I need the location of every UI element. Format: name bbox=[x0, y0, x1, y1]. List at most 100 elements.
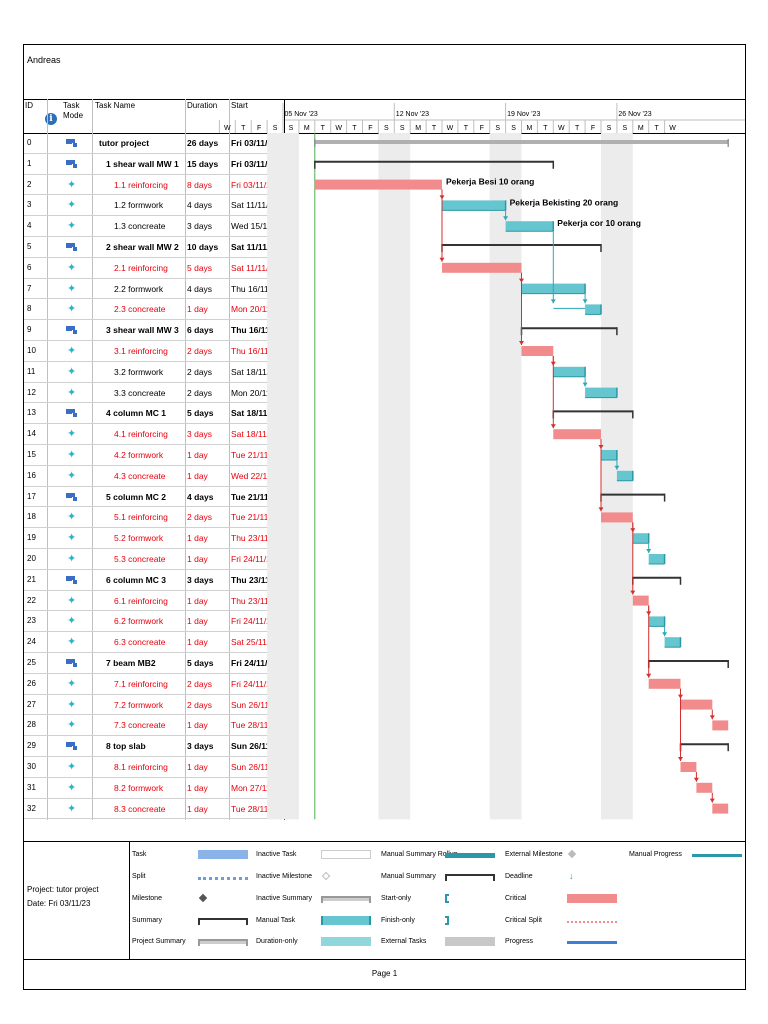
task-duration[interactable]: 1 day bbox=[187, 533, 208, 544]
task-name[interactable]: tutor project bbox=[99, 138, 150, 148]
task-start[interactable]: Thu 16/11/23 bbox=[231, 283, 281, 294]
task-duration[interactable]: 6 days bbox=[187, 325, 214, 336]
task-name[interactable]: 1 shear wall MW 1 bbox=[106, 158, 179, 169]
task-duration[interactable]: 1 day bbox=[187, 616, 208, 627]
task-duration[interactable]: 3 days bbox=[187, 221, 213, 232]
task-row[interactable]: 27 ✦ 7.2 formwork 2 days Sun 26/11/23 bbox=[24, 695, 285, 716]
task-name[interactable]: 7.3 concreate bbox=[114, 720, 166, 731]
task-row[interactable]: 30 ✦ 8.1 reinforcing 1 day Sun 26/11/23 bbox=[24, 757, 285, 778]
task-row[interactable]: 8 ✦ 2.3 concreate 1 day Mon 20/11/23 bbox=[24, 299, 285, 321]
task-row[interactable]: 2 ✦ 1.1 reinforcing 8 days Fri 03/11/23 bbox=[24, 175, 285, 196]
task-name[interactable]: 2.3 concreate bbox=[114, 304, 166, 315]
task-start[interactable]: Mon 20/11/23 bbox=[231, 304, 283, 315]
task-name[interactable]: 1.1 reinforcing bbox=[114, 179, 168, 190]
col-start-header[interactable]: Start bbox=[231, 101, 248, 110]
task-duration[interactable]: 1 day bbox=[187, 762, 208, 772]
task-row[interactable]: 25 7 beam MB2 5 days Fri 24/11/23 bbox=[24, 653, 285, 674]
task-duration[interactable]: 1 day bbox=[187, 637, 208, 648]
task-duration[interactable]: 5 days bbox=[187, 262, 213, 273]
task-row[interactable]: 3 ✦ 1.2 formwork 4 days Sat 11/11/23 bbox=[24, 195, 285, 217]
task-duration[interactable]: 2 days bbox=[187, 512, 213, 523]
task-name[interactable]: 8.3 concreate bbox=[114, 803, 166, 814]
task-name[interactable]: 8.1 reinforcing bbox=[114, 762, 168, 772]
task-duration[interactable]: 2 days bbox=[187, 678, 213, 689]
task-start[interactable]: Sat 11/11/23 bbox=[231, 200, 278, 211]
task-name[interactable]: 3.3 concreate bbox=[114, 387, 166, 398]
task-name[interactable]: 7.2 formwork bbox=[114, 699, 164, 710]
task-name[interactable]: 5.1 reinforcing bbox=[114, 512, 168, 523]
task-start[interactable]: Thu 16/11/23 bbox=[231, 346, 281, 356]
task-name[interactable]: 5 column MC 2 bbox=[106, 491, 166, 502]
task-duration[interactable]: 2 days bbox=[187, 699, 213, 710]
task-name[interactable]: 7 beam MB2 bbox=[106, 658, 156, 668]
task-row[interactable]: 16 ✦ 4.3 concreate 1 day Wed 22/11/23 bbox=[24, 466, 285, 487]
task-duration[interactable]: 4 days bbox=[187, 491, 214, 502]
task-start[interactable]: Sat 25/11/23 bbox=[231, 637, 279, 648]
task-row[interactable]: 32 ✦ 8.3 concreate 1 day Tue 28/11/23 bbox=[24, 799, 285, 820]
task-duration[interactable]: 1 day bbox=[187, 782, 208, 793]
task-name[interactable]: 7.1 reinforcing bbox=[114, 678, 168, 689]
task-name[interactable]: 8.2 formwork bbox=[114, 782, 164, 793]
task-duration[interactable]: 1 day bbox=[187, 803, 208, 814]
task-row[interactable]: 7 ✦ 2.2 formwork 4 days Thu 16/11/23 bbox=[24, 279, 285, 300]
task-row[interactable]: 9 3 shear wall MW 3 6 days Thu 16/11/23 bbox=[24, 320, 285, 341]
task-row[interactable]: 12 ✦ 3.3 concreate 2 days Mon 20/11/23 bbox=[24, 383, 285, 404]
task-duration[interactable]: 1 day bbox=[187, 720, 208, 731]
task-duration[interactable]: 5 days bbox=[187, 658, 214, 668]
task-start[interactable]: Mon 20/11/23 bbox=[231, 387, 283, 398]
task-row[interactable]: 13 4 column MC 1 5 days Sat 18/11/23 bbox=[24, 403, 285, 425]
task-name[interactable]: 6.3 concreate bbox=[114, 637, 166, 648]
task-start[interactable]: Fri 24/11/23 bbox=[231, 616, 276, 627]
task-name[interactable]: 3.2 formwork bbox=[114, 366, 164, 377]
task-start[interactable]: Tue 21/11/23 bbox=[231, 450, 281, 460]
task-start[interactable]: Sun 26/11/23 bbox=[231, 762, 281, 772]
task-name[interactable]: 3.1 reinforcing bbox=[114, 346, 168, 356]
task-start[interactable]: Sun 26/11/23 bbox=[231, 699, 281, 710]
task-row[interactable]: 24 ✦ 6.3 concreate 1 day Sat 25/11/23 bbox=[24, 632, 285, 653]
task-start[interactable]: Thu 23/11/23 bbox=[231, 595, 281, 606]
task-start[interactable]: Tue 28/11/23 bbox=[231, 803, 281, 814]
task-duration[interactable]: 3 days bbox=[187, 741, 214, 752]
task-name[interactable]: 4.3 concreate bbox=[114, 470, 166, 481]
task-duration[interactable]: 26 days bbox=[187, 138, 219, 148]
task-name[interactable]: 6 column MC 3 bbox=[106, 574, 166, 585]
task-name[interactable]: 2.2 formwork bbox=[114, 283, 164, 294]
task-duration[interactable]: 1 day bbox=[187, 450, 208, 460]
task-row[interactable]: 18 ✦ 5.1 reinforcing 2 days Tue 21/11/23 bbox=[24, 507, 285, 529]
task-duration[interactable]: 5 days bbox=[187, 408, 214, 419]
task-duration[interactable]: 10 days bbox=[187, 242, 219, 252]
task-row[interactable]: 31 ✦ 8.2 formwork 1 day Mon 27/11/23 bbox=[24, 778, 285, 799]
task-duration[interactable]: 2 days bbox=[187, 387, 213, 398]
task-row[interactable]: 0 tutor project 26 days Fri 03/11/23 bbox=[24, 133, 285, 154]
task-duration[interactable]: 4 days bbox=[187, 200, 213, 211]
task-row[interactable]: 17 5 column MC 2 4 days Tue 21/11/23 bbox=[24, 487, 285, 508]
task-row[interactable]: 23 ✦ 6.2 formwork 1 day Fri 24/11/23 bbox=[24, 611, 285, 633]
task-start[interactable]: Sat 18/11/23 bbox=[231, 408, 280, 419]
task-duration[interactable]: 3 days bbox=[187, 429, 213, 440]
task-duration[interactable]: 1 day bbox=[187, 595, 208, 606]
task-row[interactable]: 28 ✦ 7.3 concreate 1 day Tue 28/11/23 bbox=[24, 715, 285, 737]
task-start[interactable]: Wed 15/11/23 bbox=[231, 221, 284, 232]
task-name[interactable]: 8 top slab bbox=[106, 741, 146, 752]
task-start[interactable]: Thu 16/11/23 bbox=[231, 325, 282, 336]
task-name[interactable]: 4.2 formwork bbox=[114, 450, 164, 460]
task-row[interactable]: 22 ✦ 6.1 reinforcing 1 day Thu 23/11/23 bbox=[24, 591, 285, 612]
task-start[interactable]: Fri 03/11/23 bbox=[231, 179, 276, 190]
col-duration-header[interactable]: Duration bbox=[187, 101, 218, 110]
task-name[interactable]: 4 column MC 1 bbox=[106, 408, 166, 419]
task-name[interactable]: 2.1 reinforcing bbox=[114, 262, 168, 273]
task-start[interactable]: Fri 03/11/23 bbox=[231, 158, 277, 169]
task-row[interactable]: 21 6 column MC 3 3 days Thu 23/11/23 bbox=[24, 570, 285, 591]
task-start[interactable]: Mon 27/11/23 bbox=[231, 782, 283, 793]
task-duration[interactable]: 4 days bbox=[187, 283, 213, 294]
task-duration[interactable]: 1 day bbox=[187, 554, 208, 564]
task-row[interactable]: 26 ✦ 7.1 reinforcing 2 days Fri 24/11/23 bbox=[24, 674, 285, 695]
task-duration[interactable]: 2 days bbox=[187, 366, 213, 377]
task-start[interactable]: Sun 26/11/23 bbox=[231, 741, 283, 752]
task-name[interactable]: 6.2 formwork bbox=[114, 616, 164, 627]
task-name[interactable]: 5.3 concreate bbox=[114, 554, 166, 564]
task-row[interactable]: 10 ✦ 3.1 reinforcing 2 days Thu 16/11/23 bbox=[24, 341, 285, 362]
task-row[interactable]: 5 2 shear wall MW 2 10 days Sat 11/11/23 bbox=[24, 237, 285, 258]
task-start[interactable]: Fri 24/11/23 bbox=[231, 678, 276, 689]
task-duration[interactable]: 15 days bbox=[187, 158, 219, 169]
